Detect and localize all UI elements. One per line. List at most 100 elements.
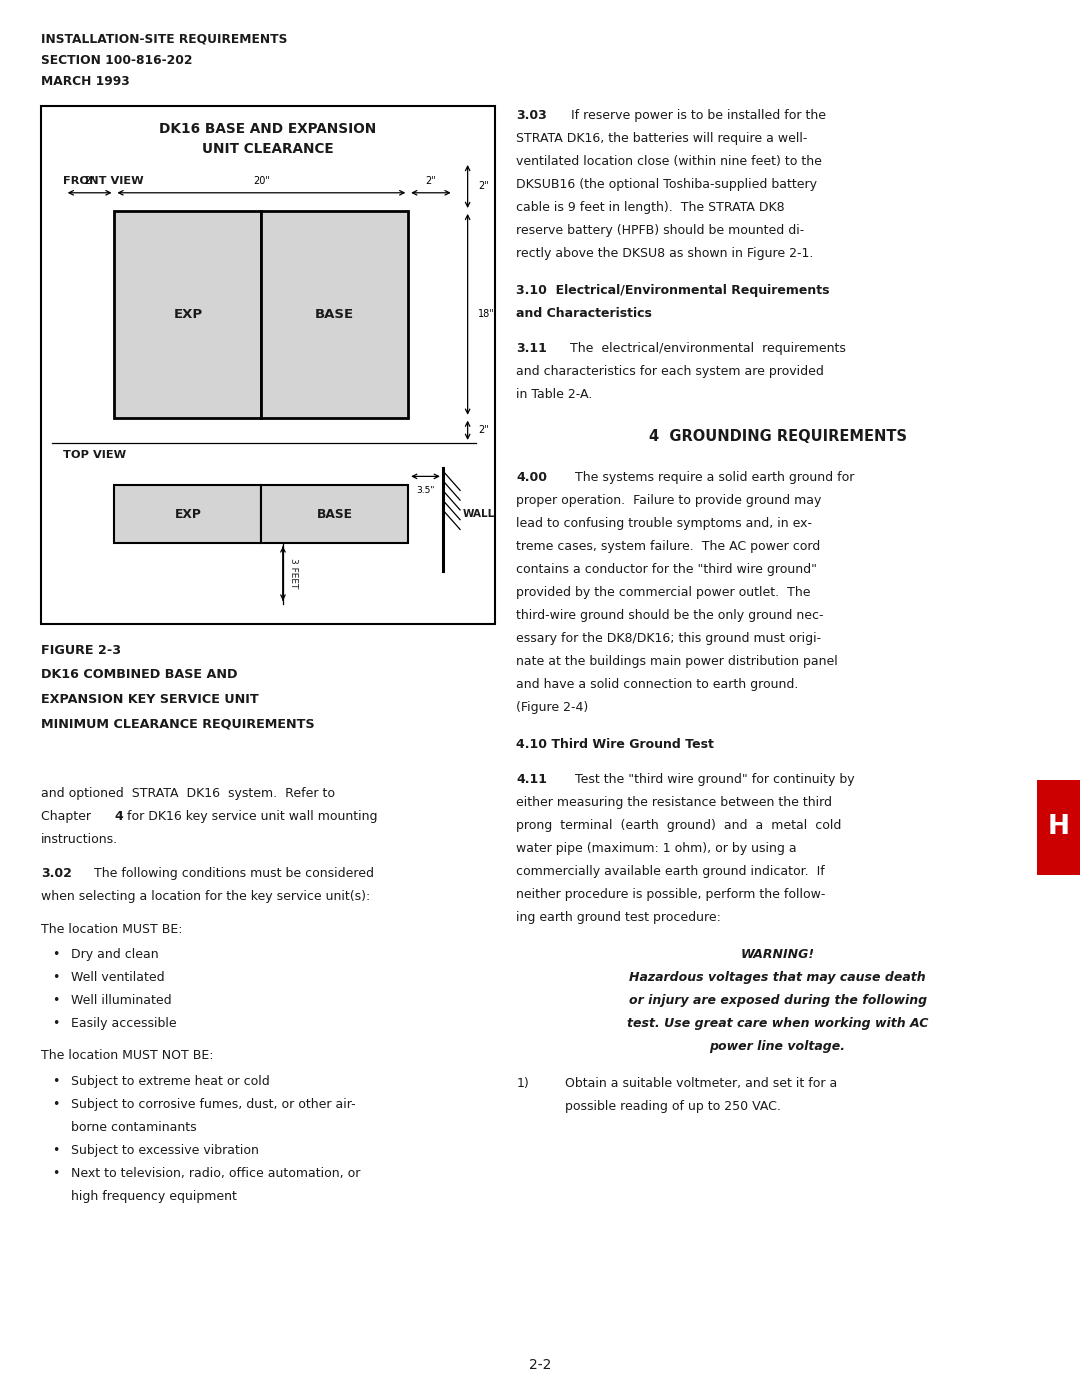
Text: 3.02: 3.02 [41,868,72,880]
Text: DKSUB16 (the optional Toshiba-supplied battery: DKSUB16 (the optional Toshiba-supplied b… [516,177,818,191]
Text: and characteristics for each system are provided: and characteristics for each system are … [516,365,824,377]
Text: 4.10 Third Wire Ground Test: 4.10 Third Wire Ground Test [516,738,714,752]
Text: water pipe (maximum: 1 ohm), or by using a: water pipe (maximum: 1 ohm), or by using… [516,842,797,855]
Text: Chapter: Chapter [41,809,95,823]
Text: •: • [52,995,59,1007]
Text: neither procedure is possible, perform the follow-: neither procedure is possible, perform t… [516,888,825,901]
Text: when selecting a location for the key service unit(s):: when selecting a location for the key se… [41,890,370,904]
Text: TOP VIEW: TOP VIEW [63,450,125,460]
Text: Next to television, radio, office automation, or: Next to television, radio, office automa… [71,1166,361,1180]
Text: 3.10  Electrical/Environmental Requirements: 3.10 Electrical/Environmental Requiremen… [516,284,829,298]
Text: prong  terminal  (earth  ground)  and  a  metal  cold: prong terminal (earth ground) and a meta… [516,819,841,833]
Text: power line voltage.: power line voltage. [710,1041,846,1053]
Text: commercially available earth ground indicator.  If: commercially available earth ground indi… [516,865,825,879]
Text: and optioned  STRATA  DK16  system.  Refer to: and optioned STRATA DK16 system. Refer t… [41,787,335,799]
Text: BASE: BASE [315,307,354,321]
Text: STRATA DK16, the batteries will require a well-: STRATA DK16, the batteries will require … [516,133,808,145]
Text: 3.03: 3.03 [516,109,546,122]
Text: and have a solid connection to earth ground.: and have a solid connection to earth gro… [516,679,798,692]
Text: 4.00: 4.00 [516,471,548,483]
Text: 1): 1) [516,1077,529,1090]
Text: WALL: WALL [462,509,495,520]
Text: ventilated location close (within nine feet) to the: ventilated location close (within nine f… [516,155,822,168]
Text: BASE: BASE [316,507,353,521]
Text: provided by the commercial power outlet.  The: provided by the commercial power outlet.… [516,587,811,599]
Text: H: H [1048,814,1069,840]
Text: Well illuminated: Well illuminated [71,995,172,1007]
Text: Subject to excessive vibration: Subject to excessive vibration [71,1144,259,1157]
Text: EXPANSION KEY SERVICE UNIT: EXPANSION KEY SERVICE UNIT [41,693,259,705]
Text: EXP: EXP [175,507,201,521]
Bar [261,211,408,418]
Text: FRONT VIEW: FRONT VIEW [63,176,144,186]
Text: Subject to corrosive fumes, dust, or other air-: Subject to corrosive fumes, dust, or oth… [71,1098,356,1111]
Text: 3.5": 3.5" [416,486,435,495]
Text: lead to confusing trouble symptoms and, in ex-: lead to confusing trouble symptoms and, … [516,517,812,529]
Text: test. Use great care when working with AC: test. Use great care when working with A… [626,1017,929,1030]
Text: high frequency equipment: high frequency equipment [71,1190,238,1203]
Text: •: • [52,1017,59,1030]
Text: 2": 2" [478,425,489,436]
Text: 2-2: 2-2 [529,1358,551,1372]
Text: The  electrical/environmental  requirements: The electrical/environmental requirement… [562,342,846,355]
Text: 4  GROUNDING REQUIREMENTS: 4 GROUNDING REQUIREMENTS [649,429,906,444]
Text: borne contaminants: borne contaminants [71,1120,197,1134]
Text: •: • [52,971,59,983]
Text: The location MUST NOT BE:: The location MUST NOT BE: [41,1049,214,1062]
Text: INSTALLATION-SITE REQUIREMENTS: INSTALLATION-SITE REQUIREMENTS [41,32,287,45]
Text: 2": 2" [84,176,95,186]
Text: 2": 2" [478,182,489,191]
Bar [114,485,261,543]
Text: •: • [52,947,59,961]
Bar [261,485,408,543]
Text: rectly above the DKSU8 as shown in Figure 2-1.: rectly above the DKSU8 as shown in Figur… [516,247,813,260]
Text: third-wire ground should be the only ground nec-: third-wire ground should be the only gro… [516,609,824,622]
Text: contains a conductor for the "third wire ground": contains a conductor for the "third wire… [516,563,818,576]
Text: If reserve power is to be installed for the: If reserve power is to be installed for … [567,109,826,122]
Text: 3.11: 3.11 [516,342,548,355]
Text: (Figure 2-4): (Figure 2-4) [516,701,589,714]
Text: •: • [52,1098,59,1111]
Text: 3 FEET: 3 FEET [289,559,298,588]
Text: Easily accessible: Easily accessible [71,1017,177,1030]
Bar [41,106,495,624]
Text: The systems require a solid earth ground for: The systems require a solid earth ground… [567,471,854,483]
Text: Subject to extreme heat or cold: Subject to extreme heat or cold [71,1074,270,1088]
Text: WARNING!: WARNING! [741,949,814,961]
Bar [1037,780,1080,875]
Text: EXP: EXP [174,307,202,321]
Text: 4: 4 [114,809,123,823]
Text: Dry and clean: Dry and clean [71,947,159,961]
Text: 20": 20" [253,176,270,186]
Text: 18": 18" [478,309,496,320]
Text: Well ventilated: Well ventilated [71,971,165,983]
Text: Obtain a suitable voltmeter, and set it for a: Obtain a suitable voltmeter, and set it … [557,1077,837,1090]
Text: treme cases, system failure.  The AC power cord: treme cases, system failure. The AC powe… [516,541,821,553]
Text: Hazardous voltages that may cause death: Hazardous voltages that may cause death [630,971,926,983]
Text: or injury are exposed during the following: or injury are exposed during the followi… [629,995,927,1007]
Text: •: • [52,1166,59,1180]
Text: for DK16 key service unit wall mounting: for DK16 key service unit wall mounting [123,809,378,823]
Text: reserve battery (HPFB) should be mounted di-: reserve battery (HPFB) should be mounted… [516,224,805,237]
Text: cable is 9 feet in length).  The STRATA DK8: cable is 9 feet in length). The STRATA D… [516,201,785,214]
Text: MINIMUM CLEARANCE REQUIREMENTS: MINIMUM CLEARANCE REQUIREMENTS [41,718,314,731]
Text: possible reading of up to 250 VAC.: possible reading of up to 250 VAC. [557,1099,781,1113]
Text: MARCH 1993: MARCH 1993 [41,75,130,88]
Text: DK16 BASE AND EXPANSION: DK16 BASE AND EXPANSION [159,122,377,136]
Text: essary for the DK8/DK16; this ground must origi-: essary for the DK8/DK16; this ground mus… [516,633,822,645]
Text: •: • [52,1074,59,1088]
Text: The following conditions must be considered: The following conditions must be conside… [86,868,375,880]
Text: UNIT CLEARANCE: UNIT CLEARANCE [202,142,334,156]
Text: SECTION 100-816-202: SECTION 100-816-202 [41,53,192,67]
Text: FIGURE 2-3: FIGURE 2-3 [41,644,121,657]
Text: DK16 COMBINED BASE AND: DK16 COMBINED BASE AND [41,668,238,682]
Text: ing earth ground test procedure:: ing earth ground test procedure: [516,911,721,925]
Text: 2": 2" [426,176,436,186]
Text: nate at the buildings main power distribution panel: nate at the buildings main power distrib… [516,655,838,668]
Text: instructions.: instructions. [41,833,118,845]
Bar [114,211,261,418]
Text: either measuring the resistance between the third: either measuring the resistance between … [516,796,833,809]
Text: and Characteristics: and Characteristics [516,307,652,320]
Text: in Table 2-A.: in Table 2-A. [516,388,593,401]
Text: The location MUST BE:: The location MUST BE: [41,922,183,936]
